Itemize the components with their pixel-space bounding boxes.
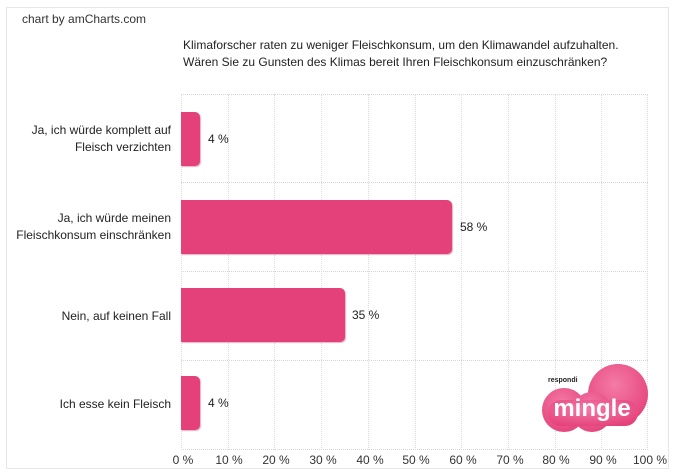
category-label-line: Ja, ich würde komplett auf (31, 123, 171, 137)
grid-line-v (554, 94, 556, 450)
x-tick-label: 80 % (542, 453, 570, 467)
x-tick-label: 90 % (589, 453, 617, 467)
category-label: Ja, ich würde komplett auf Fleisch verzi… (32, 122, 171, 156)
bar-value-label: 4 % (208, 132, 229, 146)
x-tick-label: 70 % (496, 453, 524, 467)
category-label-line: Fleischkonsum einschränken (16, 228, 171, 242)
x-tick-label: 100 % (632, 453, 668, 467)
plot-area: 4 % 58 % 35 % 4 % (181, 94, 648, 450)
grid-line-v (647, 94, 648, 450)
chart-title-line-1: Klimaforscher raten zu weniger Fleischko… (183, 38, 619, 52)
chart-title-line-2: Wären Sie zu Gunsten des Klimas bereit I… (183, 55, 608, 69)
bar-auf-keinen-fall[interactable] (181, 288, 345, 342)
cloud-logo-icon: respondi mingle (542, 364, 648, 432)
x-tick-label: 10 % (215, 453, 243, 467)
bar-value-label: 35 % (352, 308, 380, 322)
grid-line-v (367, 94, 369, 450)
chart-credit: chart by amCharts.com (22, 12, 147, 26)
grid-line-v (227, 94, 229, 450)
category-label-line: Ja, ich würde meinen (57, 211, 171, 225)
x-tick-label: 50 % (402, 453, 430, 467)
grid-line-v (274, 94, 276, 450)
grid-line-v (414, 94, 416, 450)
svg-text:mingle: mingle (553, 395, 630, 422)
category-label-line: Fleisch verzichten (74, 140, 171, 154)
x-tick-label: 60 % (449, 453, 477, 467)
category-label-line: Nein, auf keinen Fall (61, 309, 171, 323)
category-label: Ja, ich würde meinen Fleischkonsum einsc… (16, 210, 171, 244)
bar-value-label: 4 % (208, 396, 229, 410)
category-label: Ich esse kein Fleisch (60, 396, 171, 413)
bar-value-label: 58 % (460, 220, 488, 234)
grid-line-v (461, 94, 463, 450)
bar-einschraenken[interactable] (181, 200, 452, 254)
grid-line-v (181, 94, 182, 450)
grid-line-v (507, 94, 509, 450)
svg-text:respondi: respondi (548, 377, 578, 384)
chart-title: Klimaforscher raten zu weniger Fleischko… (183, 37, 619, 71)
grid-line-v (321, 94, 323, 450)
x-tick-label: 30 % (309, 453, 337, 467)
category-label-line: Ich esse kein Fleisch (59, 397, 171, 411)
x-tick-label: 20 % (262, 453, 290, 467)
bar-kein-fleisch[interactable] (181, 376, 200, 430)
grid-line-v (601, 94, 603, 450)
x-tick-label: 40 % (356, 453, 384, 467)
mingle-logo: respondi mingle (530, 360, 655, 435)
x-tick-label: 0 % (172, 453, 194, 467)
bar-komplett-verzichten[interactable] (181, 112, 200, 166)
category-label: Nein, auf keinen Fall (62, 308, 171, 325)
